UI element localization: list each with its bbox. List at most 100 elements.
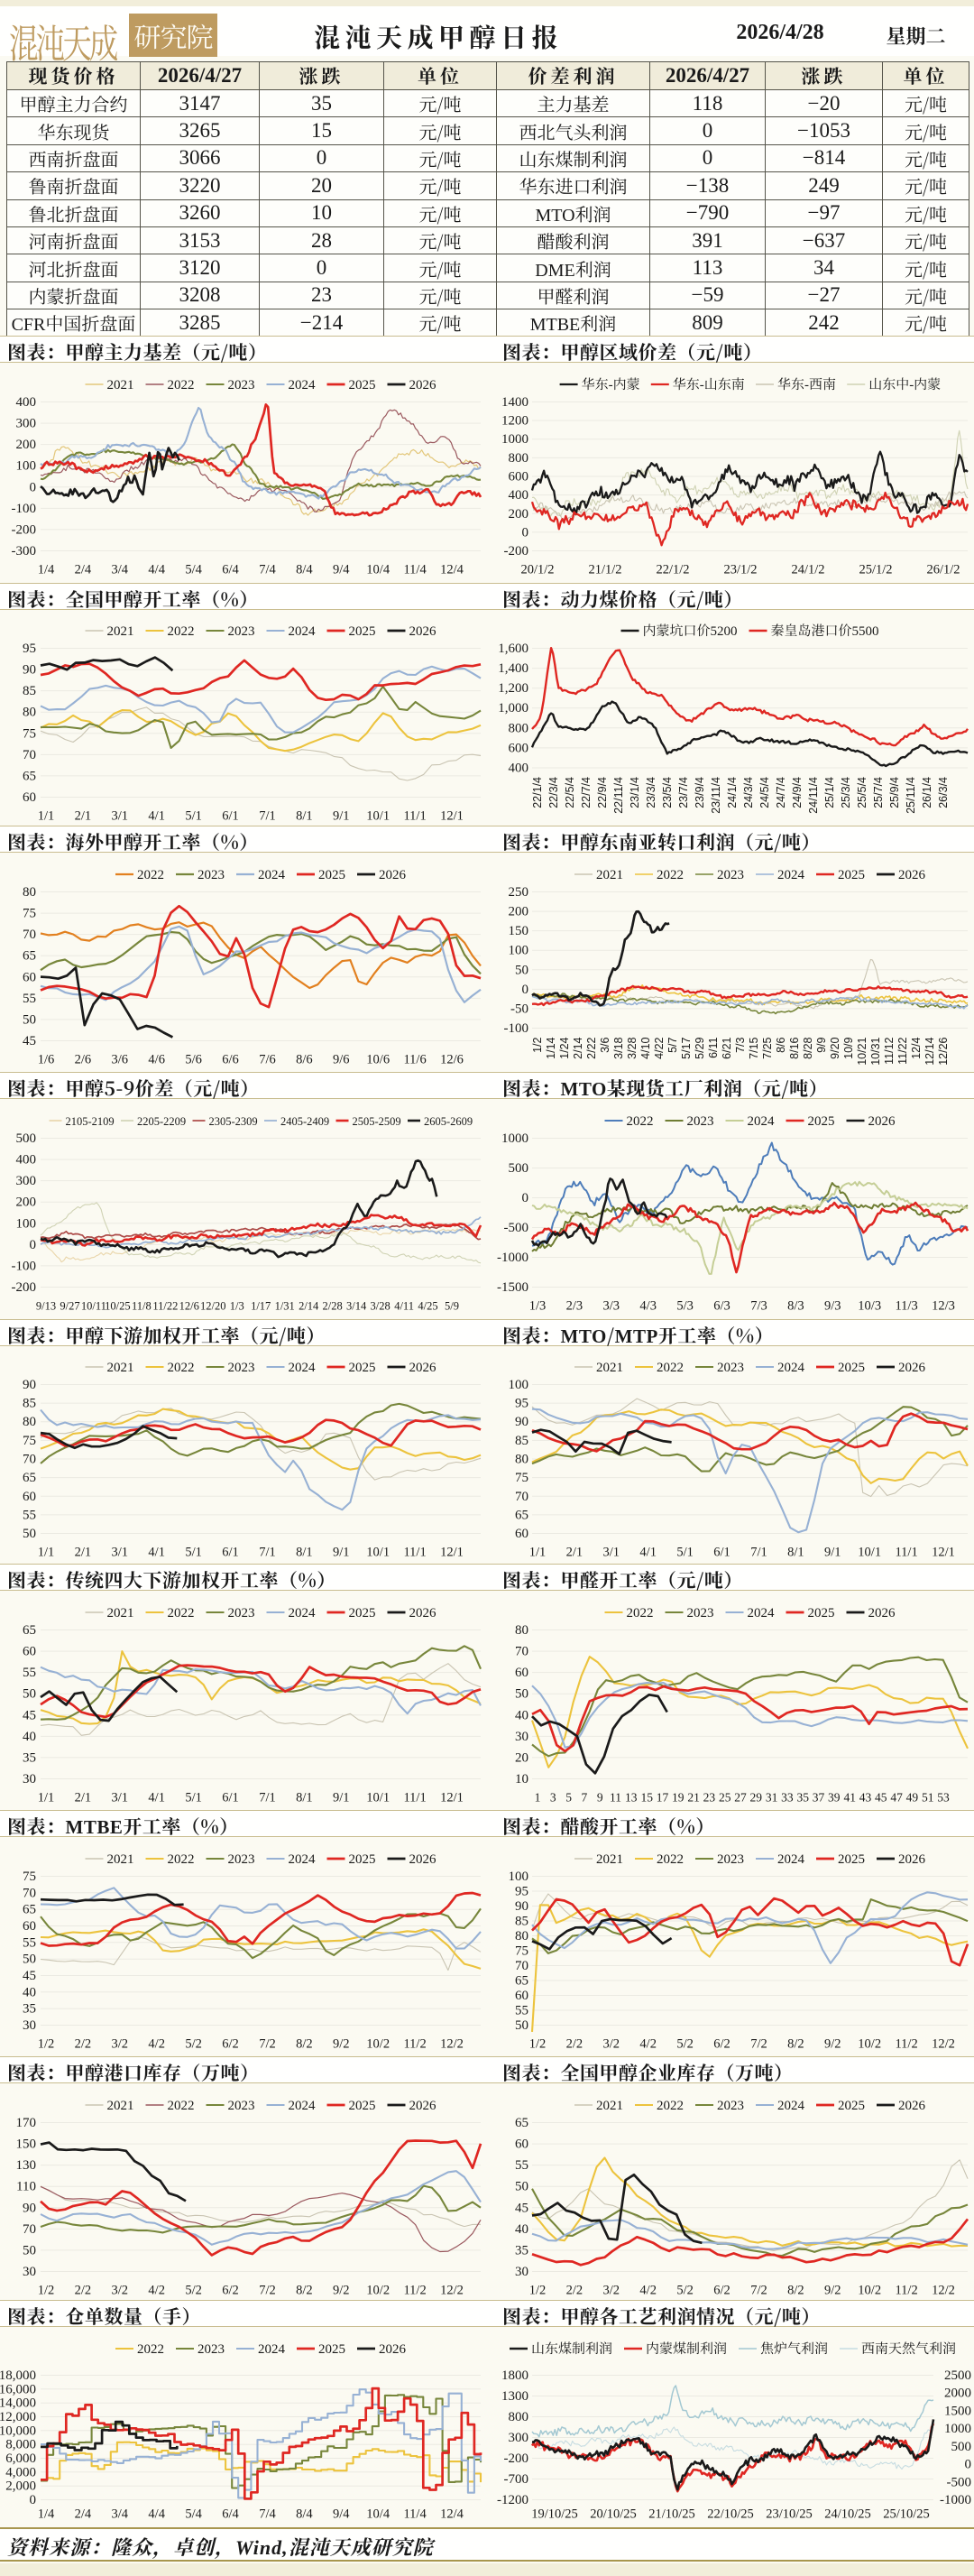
svg-text:2021: 2021 [107,1852,134,1867]
svg-text:2026: 2026 [868,1606,896,1620]
svg-text:1/31: 1/31 [275,1299,295,1312]
svg-text:7/2: 7/2 [259,2283,276,2297]
svg-text:2024: 2024 [289,624,317,639]
svg-text:2/4: 2/4 [75,562,92,577]
svg-text:10/25: 10/25 [105,1299,130,1312]
svg-text:11/1: 11/1 [403,1790,426,1805]
svg-text:2026: 2026 [409,378,437,392]
svg-text:11/4: 11/4 [403,2507,427,2521]
svg-text:1/1: 1/1 [38,809,55,824]
svg-text:4/11: 4/11 [394,1299,414,1312]
svg-text:55: 55 [23,1508,36,1522]
svg-text:2024: 2024 [748,1114,776,1129]
svg-text:2025: 2025 [318,2342,345,2357]
svg-text:12/1: 12/1 [440,1790,464,1805]
svg-text:1000: 1000 [501,1131,528,1146]
svg-text:-1500: -1500 [497,1280,528,1295]
svg-text:12/2: 12/2 [440,2036,464,2051]
svg-text:65: 65 [515,1973,528,1988]
svg-text:9/20: 9/20 [829,1037,841,1058]
svg-text:2026: 2026 [409,1361,437,1375]
svg-text:15: 15 [640,1790,653,1804]
svg-text:5/2: 5/2 [185,2283,202,2297]
svg-text:12/2: 12/2 [932,2036,955,2051]
svg-text:2022: 2022 [168,378,195,392]
svg-text:80: 80 [23,706,36,720]
svg-text:0: 0 [965,2457,972,2471]
svg-text:100: 100 [509,943,529,957]
svg-text:75: 75 [515,1471,528,1485]
svg-text:55: 55 [23,1935,36,1950]
svg-text:10/2: 10/2 [858,2036,881,2051]
svg-text:24/1/2: 24/1/2 [791,562,824,577]
svg-text:2022: 2022 [168,1852,195,1867]
svg-text:49: 49 [906,1790,919,1804]
svg-text:10/4: 10/4 [366,562,391,577]
svg-text:-300: -300 [12,544,37,559]
svg-text:1/14: 1/14 [545,1037,557,1058]
svg-text:2026: 2026 [409,624,437,639]
svg-text:2023: 2023 [717,1852,744,1867]
svg-text:2/2: 2/2 [566,2283,583,2297]
svg-text:2022: 2022 [657,1852,684,1867]
svg-text:12/4: 12/4 [440,2507,464,2521]
svg-text:12/1: 12/1 [440,1546,464,1560]
svg-text:11/2: 11/2 [403,2036,426,2051]
svg-text:5: 5 [565,1790,572,1804]
svg-text:7/1: 7/1 [259,1546,276,1560]
svg-text:2025: 2025 [349,624,376,639]
svg-text:90: 90 [515,1899,528,1914]
svg-text:9/2: 9/2 [824,2283,841,2297]
svg-text:170: 170 [16,2116,37,2130]
svg-text:2500: 2500 [944,2368,971,2383]
svg-text:2026: 2026 [898,868,926,882]
svg-text:8/3: 8/3 [787,1298,804,1313]
svg-text:2/1: 2/1 [566,1546,583,1560]
svg-text:65: 65 [515,2116,528,2130]
svg-text:1/2: 1/2 [38,2036,55,2051]
svg-text:23/7/4: 23/7/4 [677,777,690,808]
svg-text:-200: -200 [12,1280,37,1295]
svg-text:2022: 2022 [137,2342,164,2357]
svg-text:8/1: 8/1 [296,809,313,824]
svg-text:华东-山东南: 华东-山东南 [673,377,745,392]
svg-text:50: 50 [515,2018,528,2033]
svg-text:2023: 2023 [198,2342,225,2357]
svg-text:1/2: 1/2 [529,2283,547,2297]
svg-text:23/3/4: 23/3/4 [645,777,657,808]
svg-text:9/13: 9/13 [36,1299,56,1312]
svg-text:5/1: 5/1 [185,1790,202,1805]
svg-text:6/2: 6/2 [713,2036,730,2051]
svg-text:25/1/2: 25/1/2 [859,562,892,577]
svg-text:4/2: 4/2 [639,2283,657,2297]
svg-text:华东-西南: 华东-西南 [777,377,836,392]
svg-text:1/6: 1/6 [38,1052,55,1066]
svg-text:600: 600 [509,741,529,755]
svg-text:60: 60 [23,970,36,984]
svg-text:2024: 2024 [777,1852,805,1867]
svg-text:2605-2609: 2605-2609 [424,1115,473,1128]
svg-text:3/2: 3/2 [603,2036,620,2051]
svg-text:3/6: 3/6 [112,1052,129,1066]
svg-text:6/1: 6/1 [222,1546,239,1560]
svg-text:2026: 2026 [898,1852,926,1867]
svg-text:10/1: 10/1 [366,1546,390,1560]
svg-text:2021: 2021 [596,1852,623,1867]
svg-text:35: 35 [515,2243,528,2257]
svg-text:3/2: 3/2 [603,2283,620,2297]
svg-text:4/25: 4/25 [418,1299,437,1312]
svg-text:0: 0 [30,480,37,494]
svg-text:5/1: 5/1 [185,809,202,824]
svg-text:2/14: 2/14 [299,1299,319,1312]
svg-text:5/4: 5/4 [185,562,202,577]
svg-text:2024: 2024 [289,2099,317,2113]
svg-text:30: 30 [515,2265,528,2279]
svg-text:2022: 2022 [657,1361,684,1375]
svg-text:2/1: 2/1 [75,809,92,824]
svg-text:-100: -100 [12,1259,37,1273]
svg-text:0: 0 [522,1191,529,1205]
svg-text:8/2: 8/2 [296,2283,313,2297]
svg-text:7/1: 7/1 [259,1790,276,1805]
svg-text:13: 13 [625,1790,638,1804]
svg-text:11/2: 11/2 [403,2283,426,2297]
